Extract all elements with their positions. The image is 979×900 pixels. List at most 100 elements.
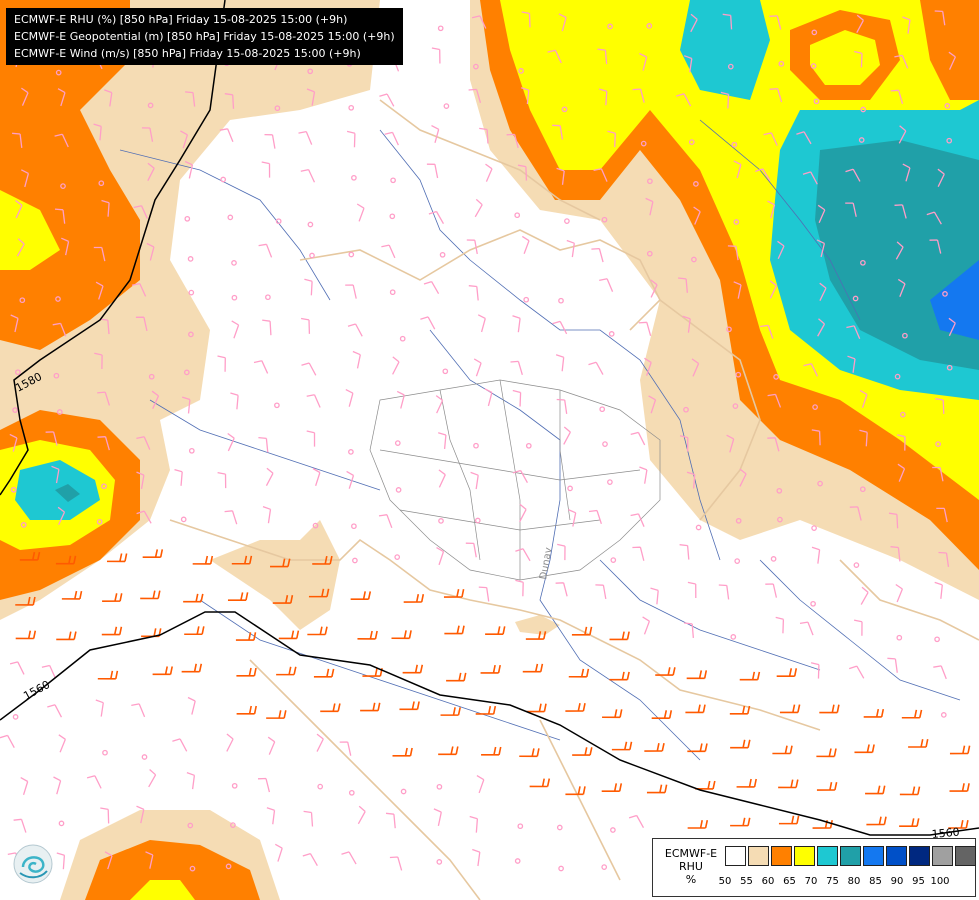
wind-barb — [141, 127, 154, 142]
wind-barb — [849, 506, 862, 521]
legend-tick: 60 — [761, 876, 775, 887]
wind-barb — [478, 586, 490, 602]
river — [599, 559, 821, 671]
wind-barb — [391, 630, 412, 640]
wind-barb — [312, 467, 321, 486]
wind-barb — [231, 320, 240, 339]
wind-barb — [267, 736, 276, 755]
wind-barb — [890, 89, 904, 104]
wind-barb — [272, 595, 294, 604]
legend-tick: 50 — [718, 876, 732, 887]
wind-barb — [901, 709, 923, 719]
wind-barb — [392, 356, 400, 375]
calm-marker — [180, 516, 187, 523]
wind-barb — [769, 87, 783, 103]
calm-marker — [19, 297, 26, 304]
wind-barb — [778, 779, 799, 789]
calm-marker — [518, 68, 524, 74]
country-border — [599, 639, 821, 731]
wind-barb — [934, 10, 946, 26]
wind-barb — [651, 710, 673, 719]
country-border — [379, 99, 601, 221]
calm-marker — [946, 364, 953, 371]
legend-ticks: 50 55 60 65 70 75 80 85 90 95 100 — [719, 876, 975, 890]
wind-barb — [258, 436, 269, 453]
contour-1580-north — [0, 0, 226, 496]
wind-barb — [847, 355, 856, 373]
calm-marker — [640, 140, 647, 147]
wind-barb — [684, 622, 694, 638]
wind-barb — [61, 237, 70, 256]
wind-barb — [360, 702, 381, 712]
wind-barb — [690, 13, 698, 33]
wind-barb — [571, 626, 593, 636]
wind-barb — [803, 363, 819, 377]
legend-label-model: ECMWF-E — [664, 847, 718, 860]
wind-barb — [270, 558, 291, 568]
calm-marker — [727, 63, 734, 70]
calm-marker — [733, 219, 740, 225]
calm-marker — [220, 176, 227, 183]
wind-barb — [846, 325, 861, 340]
calm-marker — [352, 557, 358, 564]
wind-barb — [45, 431, 58, 446]
wind-barb — [13, 818, 27, 833]
wind-barb — [352, 350, 361, 369]
wind-barb — [180, 130, 189, 149]
wind-barb — [21, 87, 29, 106]
wind-barb — [769, 15, 782, 30]
wind-barb — [474, 198, 483, 218]
calm-marker — [525, 442, 532, 449]
wind-barb — [136, 436, 151, 450]
wind-barb — [763, 132, 778, 146]
wind-barb — [693, 206, 701, 225]
wind-barb — [145, 851, 154, 869]
wind-barb — [848, 665, 865, 679]
wind-barb — [949, 745, 971, 755]
calm-marker — [778, 60, 785, 67]
river — [699, 119, 861, 321]
calm-marker — [946, 137, 953, 144]
wind-barb — [135, 316, 148, 331]
calm-marker — [899, 411, 906, 418]
wind-barb — [61, 590, 83, 600]
legend-tick: 75 — [826, 876, 839, 887]
wind-barb — [384, 131, 399, 146]
wind-barb — [556, 167, 565, 185]
calm-marker — [98, 180, 105, 187]
wind-barb — [104, 851, 113, 870]
calm-marker — [188, 331, 194, 338]
wind-barb — [810, 662, 820, 679]
wind-barb — [446, 672, 467, 682]
wind-barb — [760, 324, 774, 339]
wind-barb — [276, 666, 297, 676]
calm-marker — [610, 827, 616, 833]
wind-barb — [859, 389, 868, 408]
wind-barb — [484, 388, 493, 407]
wind-barb — [686, 670, 708, 680]
legend-swatch — [886, 846, 907, 866]
wind-barb — [739, 468, 747, 487]
rh-area-center-beige — [210, 520, 340, 630]
calm-marker — [731, 141, 738, 148]
wind-barb — [557, 543, 566, 561]
wind-barb — [772, 745, 793, 755]
wind-barb — [588, 361, 604, 375]
wind-barb — [53, 776, 62, 795]
wind-barb — [817, 204, 826, 223]
wind-barb — [720, 91, 730, 109]
legend-swatches — [725, 846, 978, 866]
wind-barb — [306, 88, 316, 106]
wind-barb — [466, 239, 478, 255]
wind-barb — [595, 584, 607, 600]
wind-barb — [86, 775, 102, 789]
ecmwf-logo-icon — [13, 844, 53, 884]
wind-barb — [566, 239, 575, 258]
wind-barb — [93, 246, 106, 262]
legend-swatch — [840, 846, 861, 866]
wind-barb — [933, 665, 947, 680]
wind-barb — [811, 546, 821, 564]
wind-barb — [899, 818, 920, 828]
river — [379, 129, 721, 561]
calm-marker — [810, 600, 816, 607]
